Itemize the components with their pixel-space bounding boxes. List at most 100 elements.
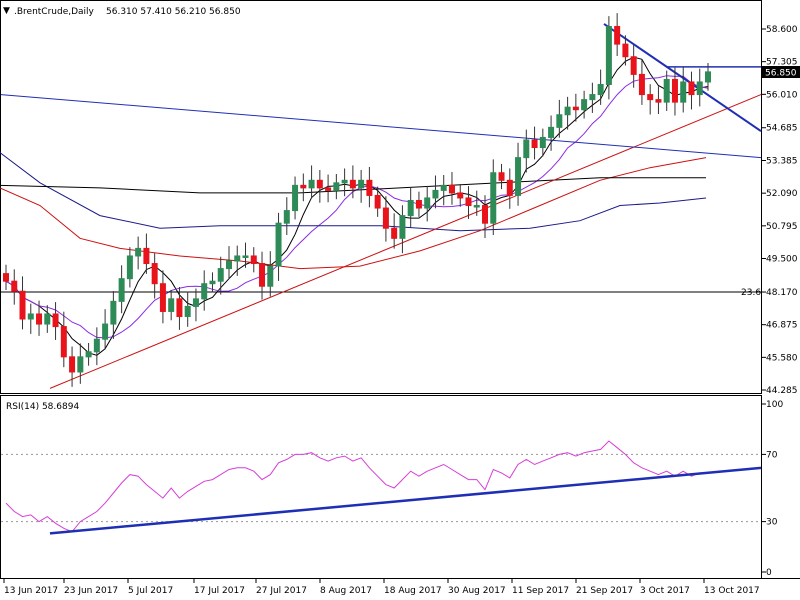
candle — [300, 173, 307, 202]
candle — [325, 174, 332, 203]
rsi-tick-label: 70 — [766, 450, 778, 460]
uptrend-support-line — [49, 94, 762, 389]
date-tick-label: 27 Jul 2017 — [256, 586, 307, 596]
candle — [581, 90, 588, 119]
trendlines — [0, 23, 762, 389]
date-tick-label: 13 Oct 2017 — [704, 586, 760, 596]
candle — [473, 190, 480, 216]
candle — [407, 187, 414, 228]
rsi-panel-frame — [0, 395, 762, 579]
candle — [349, 165, 356, 199]
candle — [93, 327, 100, 366]
candle — [490, 159, 497, 236]
candle — [655, 86, 662, 114]
candle — [19, 276, 26, 330]
candle — [3, 264, 9, 291]
current-price-label: 56.850 — [765, 69, 797, 79]
date-tick-label: 8 Aug 2017 — [320, 586, 372, 596]
candle — [630, 44, 637, 88]
chart-ohlc: 56.310 57.410 56.210 56.850 — [106, 7, 241, 17]
candle — [151, 253, 158, 299]
candle — [589, 82, 596, 113]
candle — [36, 300, 43, 336]
candle — [440, 175, 447, 206]
candle — [275, 212, 282, 281]
candle — [647, 84, 654, 115]
candle — [482, 195, 489, 239]
date-tick-label: 3 Oct 2017 — [640, 586, 690, 596]
candle — [225, 246, 232, 279]
candle — [523, 129, 530, 173]
date-axis: 13 Jun 2017 23 Jun 2017 5 Jul 2017 17 Jul 2… — [3, 578, 760, 596]
candle — [209, 272, 216, 293]
candle — [11, 269, 18, 305]
candle — [391, 213, 398, 249]
date-tick-label: 5 Jul 2017 — [128, 586, 173, 596]
candle — [531, 126, 538, 160]
candle — [506, 168, 513, 209]
price-axis: 58.600 57.305 56.010 54.685 53.385 52.090 50.7… — [762, 25, 798, 396]
candle — [283, 197, 290, 236]
candle — [44, 305, 51, 333]
date-tick-label: 11 Sep 2017 — [512, 586, 569, 596]
candle — [201, 270, 208, 311]
price-tick-label: 52.090 — [766, 189, 798, 199]
rsi-line — [5, 440, 708, 533]
price-panel-frame — [0, 0, 762, 394]
short-downtrend-line — [603, 23, 762, 132]
candle — [432, 175, 439, 209]
candle — [614, 13, 621, 56]
candle — [424, 186, 431, 222]
rsi-tick-label: 100 — [766, 400, 783, 410]
candle — [292, 176, 299, 220]
candle — [176, 286, 183, 330]
candle — [60, 311, 67, 368]
candle — [184, 291, 191, 327]
candle — [705, 63, 711, 91]
ma-long-line — [0, 157, 707, 270]
candle — [259, 251, 266, 300]
candle — [118, 265, 125, 314]
long-downtrend-line — [0, 94, 762, 159]
candle — [572, 93, 579, 122]
candle — [333, 174, 340, 200]
candle — [159, 270, 166, 324]
candle — [465, 186, 472, 219]
candle — [556, 99, 563, 138]
rsi-axis: 100 70 30 0 — [1, 400, 783, 578]
candle — [135, 236, 142, 270]
candle — [548, 115, 555, 151]
candle — [242, 242, 249, 268]
rsi-series — [5, 440, 762, 535]
candle — [663, 70, 670, 111]
candle — [622, 35, 629, 66]
price-tick-label: 49.500 — [766, 254, 798, 264]
candle — [27, 303, 34, 334]
candle — [143, 233, 150, 274]
rsi-label: RSI(14) 58.6894 — [6, 402, 79, 412]
menu-triangle-icon[interactable]: ▼ — [3, 6, 10, 16]
candle — [457, 184, 464, 207]
candle — [597, 69, 604, 105]
price-tick-label: 58.600 — [766, 25, 798, 35]
candle — [696, 68, 703, 107]
price-tick-label: 45.580 — [766, 353, 798, 363]
candle — [316, 169, 323, 203]
moving-averages — [0, 56, 709, 356]
candle — [217, 256, 224, 295]
candle — [638, 59, 645, 105]
candles — [3, 13, 711, 387]
rsi-tick-label: 0 — [766, 568, 772, 578]
candle — [680, 67, 687, 113]
price-tick-label: 53.385 — [766, 157, 798, 167]
date-tick-label: 21 Sep 2017 — [576, 586, 633, 596]
chart-symbol: .BrentCrude,Daily — [14, 7, 95, 17]
candle — [192, 288, 199, 322]
candle — [415, 191, 422, 217]
candle — [539, 128, 546, 157]
candle — [110, 291, 117, 339]
candle — [358, 169, 365, 203]
rsi-trendline — [49, 466, 762, 535]
ma-mid-line — [5, 75, 709, 339]
candle — [366, 166, 373, 208]
